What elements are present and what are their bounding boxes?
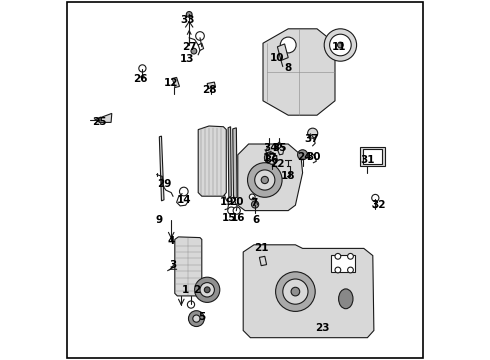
Text: 17: 17 bbox=[263, 153, 277, 163]
Text: 6: 6 bbox=[252, 215, 259, 225]
Circle shape bbox=[335, 253, 341, 259]
Circle shape bbox=[324, 29, 357, 61]
Polygon shape bbox=[175, 237, 202, 296]
Circle shape bbox=[308, 128, 318, 138]
Text: 20: 20 bbox=[229, 197, 243, 207]
Text: 36: 36 bbox=[265, 155, 279, 165]
Circle shape bbox=[189, 311, 204, 327]
Polygon shape bbox=[259, 256, 267, 266]
Circle shape bbox=[372, 194, 379, 202]
Circle shape bbox=[330, 34, 351, 56]
Circle shape bbox=[275, 272, 315, 311]
Text: 8: 8 bbox=[285, 63, 292, 73]
Text: 31: 31 bbox=[360, 155, 375, 165]
Text: 15: 15 bbox=[221, 213, 236, 223]
Text: 32: 32 bbox=[371, 200, 386, 210]
Polygon shape bbox=[263, 29, 335, 115]
Circle shape bbox=[187, 301, 195, 308]
Text: 22: 22 bbox=[270, 159, 285, 169]
Text: 23: 23 bbox=[315, 323, 330, 333]
Text: 11: 11 bbox=[331, 42, 346, 52]
Polygon shape bbox=[207, 82, 216, 89]
Bar bbox=[331, 255, 355, 272]
Polygon shape bbox=[228, 127, 231, 197]
Circle shape bbox=[228, 207, 235, 214]
Text: 2: 2 bbox=[193, 285, 200, 295]
Text: 28: 28 bbox=[202, 85, 216, 95]
Text: 9: 9 bbox=[155, 215, 162, 225]
Text: 34: 34 bbox=[263, 143, 277, 153]
Text: 3: 3 bbox=[170, 260, 176, 270]
Circle shape bbox=[255, 170, 275, 190]
Text: 12: 12 bbox=[164, 78, 178, 88]
Circle shape bbox=[179, 187, 188, 196]
Text: 33: 33 bbox=[180, 15, 195, 25]
Text: 30: 30 bbox=[306, 152, 320, 162]
Circle shape bbox=[204, 287, 210, 293]
Text: 13: 13 bbox=[180, 54, 195, 64]
Text: 26: 26 bbox=[133, 74, 148, 84]
Circle shape bbox=[291, 287, 300, 296]
Polygon shape bbox=[99, 113, 112, 122]
Circle shape bbox=[283, 279, 308, 304]
Bar bbox=[363, 149, 382, 164]
Circle shape bbox=[249, 194, 255, 200]
Text: 24: 24 bbox=[297, 152, 312, 162]
Text: 16: 16 bbox=[231, 213, 245, 223]
Circle shape bbox=[247, 163, 282, 197]
Text: 25: 25 bbox=[92, 117, 106, 127]
Polygon shape bbox=[172, 77, 179, 87]
Text: 18: 18 bbox=[281, 171, 295, 181]
Polygon shape bbox=[159, 136, 164, 201]
Circle shape bbox=[195, 277, 220, 302]
Circle shape bbox=[186, 12, 192, 17]
Polygon shape bbox=[238, 144, 303, 211]
Polygon shape bbox=[198, 126, 226, 196]
Circle shape bbox=[347, 267, 353, 273]
Text: 35: 35 bbox=[272, 143, 287, 153]
Circle shape bbox=[193, 315, 200, 322]
Text: 5: 5 bbox=[198, 312, 205, 322]
Polygon shape bbox=[243, 245, 374, 338]
Polygon shape bbox=[277, 44, 288, 60]
Ellipse shape bbox=[339, 289, 353, 309]
Text: 21: 21 bbox=[254, 243, 269, 253]
Text: 27: 27 bbox=[182, 42, 196, 52]
Circle shape bbox=[335, 267, 341, 273]
Circle shape bbox=[267, 154, 277, 164]
Bar bbox=[360, 147, 385, 166]
Text: 37: 37 bbox=[304, 134, 319, 144]
Circle shape bbox=[297, 150, 308, 160]
Text: 29: 29 bbox=[157, 179, 171, 189]
Text: 1: 1 bbox=[182, 285, 189, 295]
Text: 10: 10 bbox=[270, 53, 285, 63]
Text: 4: 4 bbox=[168, 236, 175, 246]
Text: 19: 19 bbox=[220, 197, 234, 207]
Circle shape bbox=[233, 207, 240, 214]
Circle shape bbox=[139, 65, 146, 72]
Circle shape bbox=[347, 253, 353, 259]
Polygon shape bbox=[233, 128, 237, 198]
Circle shape bbox=[261, 176, 269, 184]
Text: 14: 14 bbox=[176, 195, 191, 205]
Circle shape bbox=[280, 37, 296, 53]
Circle shape bbox=[251, 201, 259, 208]
Circle shape bbox=[265, 152, 276, 163]
Circle shape bbox=[338, 42, 343, 48]
Circle shape bbox=[200, 283, 215, 297]
Circle shape bbox=[191, 48, 197, 54]
Text: 7: 7 bbox=[250, 198, 258, 208]
Circle shape bbox=[196, 32, 204, 40]
